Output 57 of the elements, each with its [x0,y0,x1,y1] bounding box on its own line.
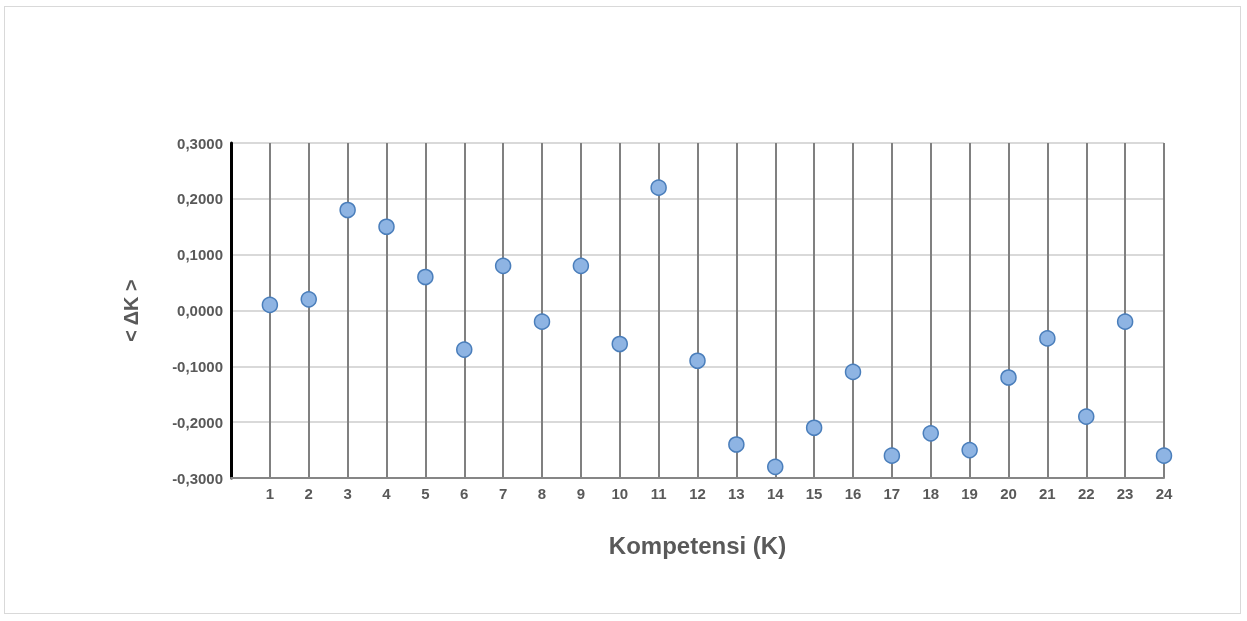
point [767,458,784,476]
point [1116,313,1134,330]
x-tick-label: 14 [766,485,785,502]
y-tick-label: 0,1000 [177,246,223,264]
y-axis-title: < ΔK > [120,279,142,342]
point [300,291,317,308]
x-tick-label: 5 [421,485,430,502]
point [572,257,590,275]
point [261,296,279,314]
x-tick-label: 17 [883,485,901,502]
point [1039,330,1056,347]
y-tick-label: 0,3000 [177,134,223,152]
point [689,352,706,369]
y-tick-label: -0,1000 [172,357,223,375]
point [1155,447,1173,464]
x-tick-label: 12 [689,485,706,502]
x-axis-title: Kompetensi (K) [608,531,787,559]
x-tick-label: 20 [1000,485,1017,502]
x-tick-label: 1 [265,485,275,502]
x-tick-label: 13 [728,485,745,502]
x-tick-label: 19 [961,485,978,502]
point [533,313,551,330]
point [456,341,473,358]
x-tick-label: 11 [650,485,667,502]
point [494,257,512,275]
point [728,436,745,453]
x-tick-label: 16 [844,485,862,502]
x-tick-label: 21 [1039,485,1056,502]
y-tick-label: 0,2000 [177,190,223,208]
point [611,335,628,353]
point [650,179,667,196]
x-tick-label: 18 [922,485,940,502]
point [805,419,823,436]
point [844,363,862,381]
point [1078,408,1095,425]
x-tick-label: 6 [460,485,469,502]
x-tick-label: 23 [1116,485,1134,502]
x-tick-label: 7 [498,485,508,502]
point [417,268,434,286]
x-tick-label: 4 [382,485,392,502]
x-tick-label: 24 [1155,485,1173,502]
point [378,218,395,235]
point [339,201,356,219]
x-tick-label: 3 [343,485,352,502]
x-tick-label: 8 [537,485,547,502]
y-tick-label: -0,3000 [172,469,223,487]
x-tick-label: 22 [1077,485,1095,502]
x-tick-label: 10 [611,485,629,502]
point [961,441,978,459]
point [883,447,901,464]
y-tick-label: 0,0000 [177,302,223,319]
y-tick-label: -0,2000 [172,413,223,431]
point [1000,369,1017,386]
x-tick-label: 15 [805,485,823,502]
x-tick-label: 9 [576,485,586,502]
point [922,425,939,442]
x-tick-label: 2 [304,485,313,502]
